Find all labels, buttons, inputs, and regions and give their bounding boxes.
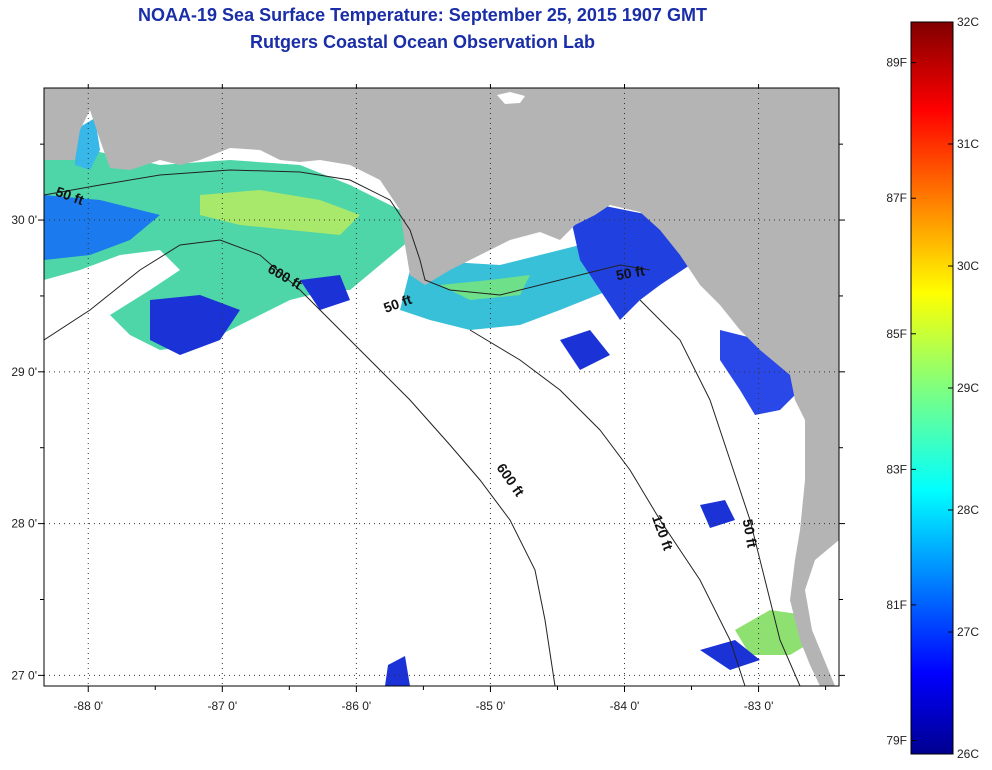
celsius-tick-label: 31C	[957, 137, 979, 151]
contour-120ft	[469, 329, 746, 686]
map-frame	[43, 87, 840, 687]
sst-south-warm	[735, 610, 815, 655]
lon-tick-label: -86 0'	[342, 699, 372, 713]
colorbar-gradient	[910, 21, 954, 755]
sst-coast-blue-2	[300, 275, 350, 310]
lon-tick-label: -88 0'	[73, 699, 103, 713]
contour-50ft-west-fl	[639, 299, 801, 686]
lon-tick-label: -87 0'	[207, 699, 237, 713]
map-panel	[44, 88, 839, 686]
sst-bigbend-green	[440, 275, 530, 300]
fahrenheit-tick-label: 85F	[886, 327, 907, 341]
contour-label: 50 ft	[615, 262, 646, 283]
lat-tick-label: 29 0'	[11, 365, 37, 379]
fahrenheit-tick-label: 81F	[886, 598, 907, 612]
lat-tick-label: 30 0'	[11, 213, 37, 227]
fahrenheit-tick-label: 87F	[886, 191, 907, 205]
lat-tick-label: 28 0'	[11, 517, 37, 531]
colorbar-ticks: 32C 31C 30C 29C 28C 27C 26C 89F 87F 85F 83F 81F 79F	[886, 15, 979, 761]
contour-label: 50 ft	[740, 518, 761, 549]
sst-panhandle-cool	[44, 195, 160, 260]
lon-tick-label: -83 0'	[744, 699, 774, 713]
map-subtitle: Rutgers Coastal Ocean Observation Lab	[249, 32, 596, 52]
map-axis-ticks: -88 0' -87 0' -86 0' -85 0' -84 0' -83 0' 30 0…	[11, 84, 845, 713]
celsius-tick-label: 29C	[957, 381, 979, 395]
map-title: NOAA-19 Sea Surface Temperature: Septemb…	[138, 5, 707, 25]
colorbar: 32C 31C 30C 29C 28C 27C 26C 89F 87F 85F 83F 81F 79F	[886, 15, 979, 761]
land-mass	[44, 88, 839, 686]
celsius-tick-label: 28C	[957, 503, 979, 517]
depth-contours	[44, 169, 801, 686]
celsius-tick-label: 26C	[957, 747, 979, 761]
sst-bottom-blue	[385, 656, 410, 686]
fahrenheit-tick-label: 83F	[886, 462, 907, 476]
fahrenheit-tick-label: 79F	[886, 733, 907, 747]
lon-tick-label: -84 0'	[610, 699, 640, 713]
sst-coast-blue-1	[150, 295, 240, 355]
sst-bigbend-blue	[570, 205, 690, 320]
celsius-tick-label: 27C	[957, 625, 979, 639]
lon-tick-label: -85 0'	[476, 699, 506, 713]
celsius-tick-label: 32C	[957, 15, 979, 29]
island	[497, 92, 525, 104]
sst-south-blue-2	[700, 500, 735, 528]
fahrenheit-tick-label: 89F	[886, 56, 907, 70]
contour-50ft-panhandle	[44, 169, 651, 296]
sst-panhandle-yellow	[200, 190, 360, 235]
sst-data-layer	[44, 118, 815, 686]
celsius-tick-label: 30C	[957, 259, 979, 273]
sst-south-blue	[700, 640, 760, 670]
sst-central-blue	[560, 330, 610, 370]
sst-west-fl-blue	[720, 330, 800, 415]
sst-mobile-bay	[75, 118, 100, 170]
contour-600ft	[44, 239, 556, 686]
lat-tick-label: 27 0'	[11, 668, 37, 682]
